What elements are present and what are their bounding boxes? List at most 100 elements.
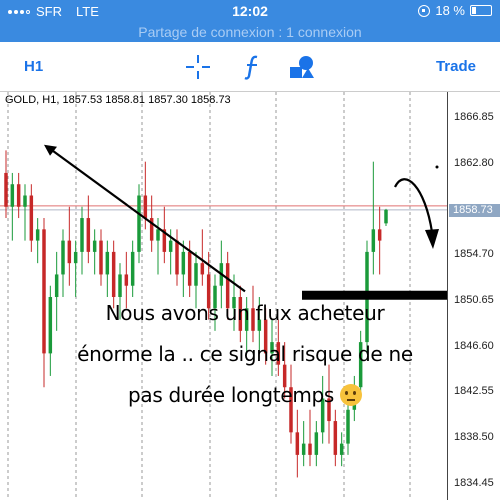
shapes-icon[interactable] <box>288 54 316 85</box>
candle <box>308 409 312 467</box>
candle <box>162 206 167 264</box>
candle <box>86 195 91 264</box>
carrier-name: SFR <box>36 4 62 19</box>
candlestick-chart[interactable] <box>0 92 500 500</box>
price-tick-label: 1838.50 <box>454 430 494 443</box>
candle <box>257 297 262 354</box>
rotation-lock-icon <box>418 4 431 17</box>
candle <box>276 319 281 376</box>
candle-body <box>371 229 376 252</box>
candle-body <box>232 297 236 309</box>
candle-body <box>206 274 211 309</box>
trade-button[interactable]: Trade <box>435 58 476 75</box>
status-right: 18 % <box>418 3 492 18</box>
candle <box>270 319 274 376</box>
candle <box>4 150 8 219</box>
annotation-line-3-text: pas durée longtemps <box>127 383 335 407</box>
candle-body <box>314 432 319 455</box>
price-tick-label: 1850.65 <box>454 293 494 306</box>
candle-body <box>29 195 34 241</box>
annotation-line-3: pas durée longtemps <box>40 375 450 416</box>
status-bar: SFR LTE 12:02 18 % <box>0 0 500 22</box>
price-axis[interactable]: 1866.851862.801858.751854.701850.651846.… <box>447 92 500 500</box>
annotation-line-2: énorme la .. ce signal risque de ne <box>77 342 413 366</box>
candle <box>301 421 306 467</box>
candle <box>206 251 211 320</box>
candle <box>213 274 217 331</box>
trend-arrow-head <box>44 144 57 156</box>
candle <box>225 251 230 320</box>
candle-body <box>200 263 205 275</box>
candle <box>61 229 65 297</box>
timeframe-button[interactable]: H1 <box>24 58 44 75</box>
candle <box>358 330 363 399</box>
annotation-line-1: Nous avons un flux acheteur <box>105 301 385 325</box>
signal-strength-icon <box>8 9 30 14</box>
candle-body <box>48 297 53 354</box>
candle <box>99 229 103 286</box>
candle <box>244 297 249 354</box>
candle <box>251 285 255 343</box>
candle-body <box>181 251 186 275</box>
candle-body <box>295 432 300 455</box>
candle <box>282 342 287 399</box>
candle <box>16 172 21 219</box>
annotation-dot <box>435 165 439 169</box>
candle-body <box>327 398 331 422</box>
candle-body <box>257 319 262 331</box>
candle <box>48 285 53 376</box>
candle-body <box>238 297 243 331</box>
candle <box>194 251 198 309</box>
crosshair-icon[interactable] <box>185 54 211 85</box>
candle-body <box>339 443 344 455</box>
candle-body <box>289 387 293 433</box>
battery-icon <box>470 5 492 16</box>
candle-body <box>270 342 274 354</box>
last-price-label: 1858.73 <box>449 203 500 217</box>
candle-body <box>346 409 350 444</box>
candle-body <box>105 251 110 275</box>
curved-arrow <box>394 178 434 233</box>
candle-body <box>282 364 287 388</box>
candle-body <box>118 274 122 297</box>
candle <box>105 240 110 297</box>
candle <box>175 229 179 286</box>
candle-body <box>333 421 338 455</box>
candle <box>320 375 325 444</box>
price-tick-label: 1834.45 <box>454 476 494 489</box>
support-level-bar <box>302 290 447 300</box>
candle-body <box>54 274 59 297</box>
hotspot-banner[interactable]: Partage de connexion : 1 connexion <box>0 22 500 42</box>
candle <box>137 184 141 264</box>
price-tick-label: 1854.70 <box>454 248 494 261</box>
candle <box>384 208 388 226</box>
candle <box>111 240 116 309</box>
candle-body <box>80 218 84 252</box>
candle-body <box>143 195 148 219</box>
function-f-icon[interactable] <box>242 54 262 85</box>
candle-body <box>377 229 382 241</box>
price-chart[interactable]: GOLD, H1, 1857.53 1858.81 1857.30 1858.7… <box>0 92 500 500</box>
price-tick-label: 1842.55 <box>454 385 494 398</box>
candle <box>10 172 15 241</box>
candle <box>181 240 186 297</box>
candle-body <box>156 229 160 241</box>
candle <box>92 229 97 275</box>
candle-body <box>111 251 116 297</box>
candle-body <box>162 229 167 252</box>
candle <box>314 421 319 467</box>
candle <box>118 263 122 320</box>
candle <box>124 251 129 309</box>
candle <box>371 161 376 275</box>
candle-body <box>308 443 312 455</box>
thinking-face-icon <box>340 384 363 406</box>
candle-body <box>213 285 217 309</box>
candle-body <box>251 308 255 331</box>
candle <box>263 308 268 365</box>
candle <box>333 409 338 467</box>
candle-body <box>10 184 15 207</box>
candle <box>377 206 382 275</box>
candle-body <box>16 184 21 207</box>
candle-body <box>175 240 179 275</box>
candle-body <box>244 308 249 331</box>
